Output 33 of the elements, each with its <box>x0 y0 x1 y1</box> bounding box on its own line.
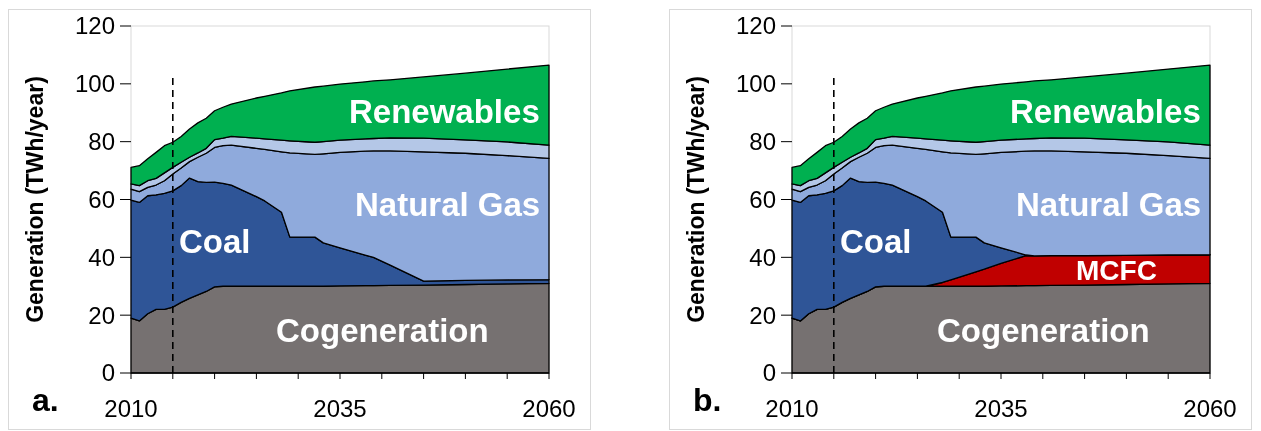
series-label: Renewables <box>1010 92 1201 130</box>
y-tick-label: 20 <box>749 301 776 329</box>
series-label: Natural Gas <box>354 186 541 224</box>
series-label: Natural Gas <box>1015 186 1202 224</box>
x-tick-label: 2060 <box>1183 395 1237 422</box>
y-tick-label: 0 <box>762 359 776 387</box>
x-tick-label: 2010 <box>765 395 819 422</box>
x-tick-label: 2060 <box>522 395 576 422</box>
y-tick-label: 20 <box>88 301 115 329</box>
y-tick-label: 80 <box>88 128 115 156</box>
y-tick-label: 100 <box>74 70 115 98</box>
text: a. <box>32 382 59 418</box>
series-label: Cogeneration <box>276 311 489 349</box>
y-tick-label: 40 <box>88 243 115 271</box>
y-tick-label: 100 <box>735 70 776 98</box>
y-tick-label: 60 <box>749 185 776 213</box>
series-label: MCFC <box>1076 254 1157 286</box>
x-tick-label: 2010 <box>104 395 158 422</box>
y-tick-label: 120 <box>735 12 776 40</box>
y-tick-label: 0 <box>101 359 115 387</box>
series-label: Coal <box>179 223 251 261</box>
y-axis-title: Generation (TWh/year) <box>683 76 710 323</box>
series-label: Renewables <box>349 92 540 130</box>
series-label: Cogeneration <box>937 311 1150 349</box>
y-axis-title: Generation (TWh/year) <box>22 76 49 323</box>
y-tick-label: 40 <box>749 243 776 271</box>
y-tick-label: 60 <box>88 185 115 213</box>
y-tick-label: 120 <box>74 12 115 40</box>
y-tick-label: 80 <box>749 128 776 156</box>
series-label: Coal <box>840 223 912 261</box>
x-tick-label: 2035 <box>974 395 1028 422</box>
x-tick-label: 2035 <box>313 395 367 422</box>
text: b. <box>693 382 722 418</box>
